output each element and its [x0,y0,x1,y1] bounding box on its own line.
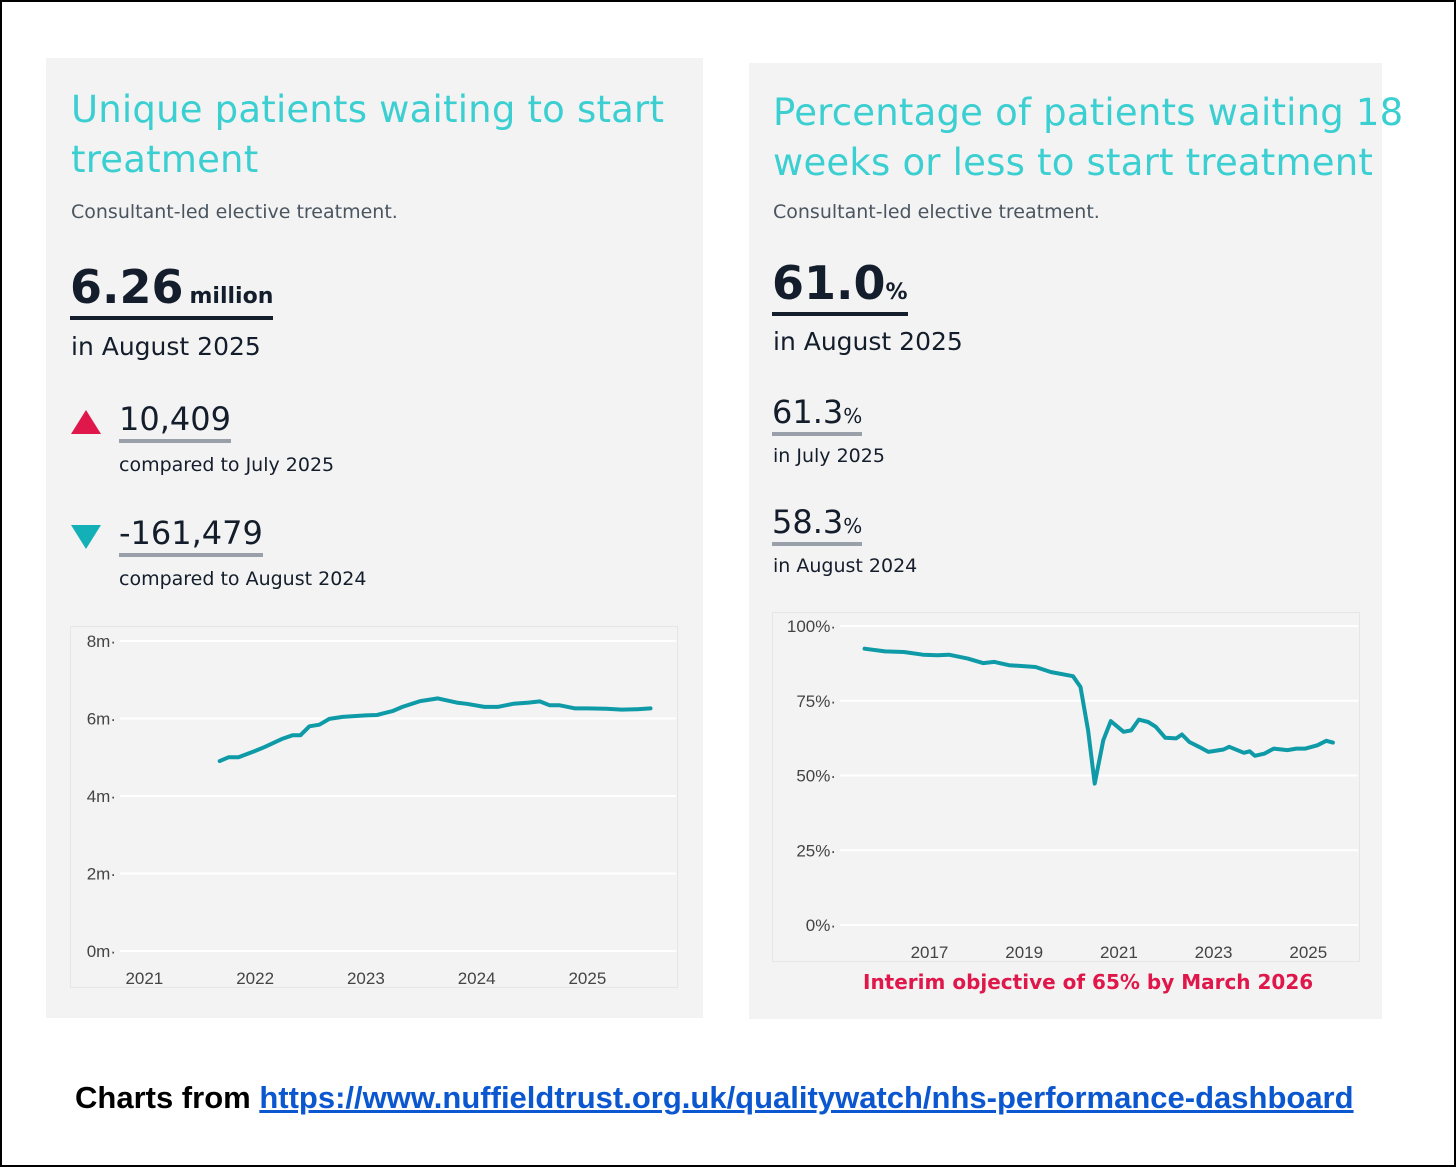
headline-period: in August 2025 [773,327,963,356]
comparison-value: 61.3% [772,393,863,436]
plot-background [772,612,1360,962]
card-subtitle: Consultant-led elective treatment. [773,201,1100,223]
value: 58.3 [772,503,844,541]
comparison-label: in July 2025 [773,445,885,467]
unique-patients-line-chart: 0m· 2m· 4m· 6m· 8m· 2021 2022 2023 2024 2025 [70,626,678,988]
x-tick-label: 2025 [568,969,606,988]
y-tick-label: 0%· [806,916,836,935]
source-link[interactable]: https://www.nuffieldtrust.org.uk/quality… [259,1080,1354,1115]
change-label: compared to July 2025 [119,454,335,476]
card-subtitle: Consultant-led elective treatment. [71,201,398,223]
x-tick-label: 2019 [1005,943,1043,962]
y-tick-label: 2m· [87,865,116,884]
footer-credit: Charts from https://www.nuffieldtrust.or… [75,1080,1354,1116]
series-line [217,696,653,764]
series-line [862,646,1335,786]
triangle-down-icon [71,525,101,549]
x-tick-label: 2021 [125,969,163,988]
x-tick-label: 2022 [236,969,274,988]
unit: % [843,514,863,538]
percentage-line-chart: 0%· 25%· 50%· 75%· 100%· 2017 2019 2021 2023 2025 [772,612,1360,962]
x-tick-label: 2024 [458,969,496,988]
y-tick-label: 6m· [87,710,116,729]
plot-background [70,626,678,988]
value: -161,479 [119,514,263,552]
unit: % [843,404,863,428]
x-tick-label: 2023 [347,969,385,988]
comparison-label: in August 2024 [773,555,918,577]
y-tick-label: 0m· [87,942,116,961]
x-tick-label: 2025 [1289,943,1327,962]
value: 61.3 [772,393,844,431]
value: 61.0 [772,256,886,310]
value: 10,409 [119,400,231,438]
annual-change: -161,479 [119,514,263,557]
y-tick-label: 8m· [87,632,116,651]
y-tick-label: 50%· [796,767,836,786]
y-tick-label: 4m· [87,787,116,806]
x-tick-label: 2023 [1195,943,1233,962]
headline-period: in August 2025 [71,332,261,361]
y-tick-label: 75%· [796,692,836,711]
card-title: Percentage of patients waiting 18 weeks … [773,88,1403,188]
y-tick-label: 25%· [796,841,836,860]
headline-value: 6.26 million [70,260,274,320]
card-title: Unique patients waiting to start treatme… [71,85,664,185]
triangle-up-icon [71,410,101,434]
title-line: treatment [71,138,259,181]
value: 6.26 [70,260,184,314]
monthly-change: 10,409 [119,400,231,443]
unit: million [189,284,274,309]
comparison-value: 58.3% [772,503,863,546]
headline-value: 61.0% [772,256,908,316]
change-label: compared to August 2024 [119,568,367,590]
x-tick-label: 2017 [911,943,949,962]
title-line: Percentage of patients waiting 18 [773,91,1404,134]
unit: % [885,280,908,305]
x-tick-label: 2021 [1100,943,1138,962]
footer-prefix: Charts from [75,1080,260,1115]
y-tick-label: 100%· [787,617,836,636]
title-line: weeks or less to start treatment [773,141,1374,184]
interim-objective-note: Interim objective of 65% by March 2026 [863,970,1314,994]
title-line: Unique patients waiting to start [71,88,665,131]
